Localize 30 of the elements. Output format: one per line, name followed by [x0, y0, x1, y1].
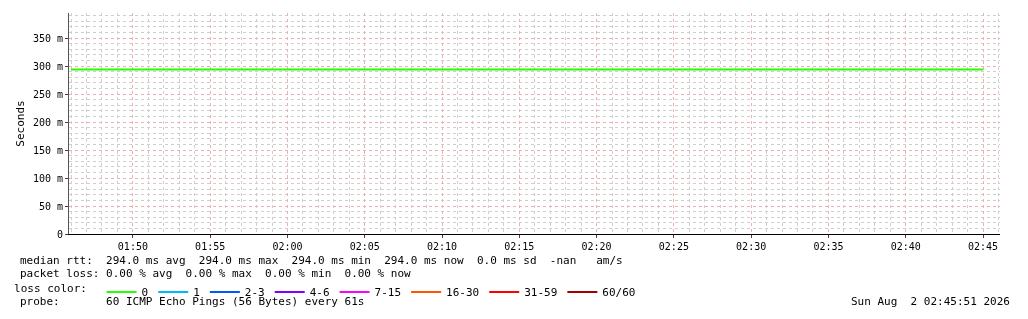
x-tick-label: 01:50 — [117, 241, 148, 252]
y-tick-label: 100 m — [32, 172, 63, 184]
legend-label: 60/60 — [602, 286, 636, 300]
x-tick-label: 02:25 — [658, 241, 689, 252]
text: Sun Aug 2 02:45:51 2026 — [851, 295, 1010, 308]
text: median rtt: 294.0 ms avg 294.0 ms max 294.0 ms min 294.0 ms now 0.0 ms sd -nan am/s — [20, 254, 623, 267]
x-tick-label: 02:10 — [426, 241, 458, 252]
y-tick-label: 0 — [56, 228, 63, 240]
y-tick-label: 200 m — [32, 116, 63, 128]
x-tick-label: 02:30 — [736, 241, 767, 252]
x-tick-label: 01:55 — [195, 241, 226, 252]
x-tick-label: 02:05 — [349, 241, 380, 252]
text: packet loss: 0.00 % avg 0.00 % max 0.00 % min 0.00 % now — [20, 267, 412, 280]
y-tick-label: 250 m — [32, 88, 63, 100]
x-tick-label: 02:20 — [581, 241, 612, 252]
legend-label: 31-59 — [524, 286, 558, 300]
y-tick-label: 150 m — [32, 144, 63, 156]
y-axis-title: Seconds — [13, 100, 27, 147]
legend-label: 16-30 — [446, 286, 480, 300]
y-tick-label: 50 m — [38, 200, 63, 212]
legend-title: loss color: — [14, 281, 94, 295]
y-tick-label: 350 m — [32, 32, 63, 44]
x-tick-label: 02:00 — [272, 241, 303, 252]
y-tick-label: 300 m — [32, 60, 63, 72]
x-tick-label: 02:35 — [813, 241, 844, 252]
x-tick-label: 02:40 — [890, 241, 921, 252]
x-tick-label: 02:45 — [967, 241, 999, 252]
legend-label: 4-6 — [309, 286, 330, 300]
legend-label: 7-15 — [374, 286, 402, 300]
x-tick-label: 02:15 — [504, 241, 535, 252]
